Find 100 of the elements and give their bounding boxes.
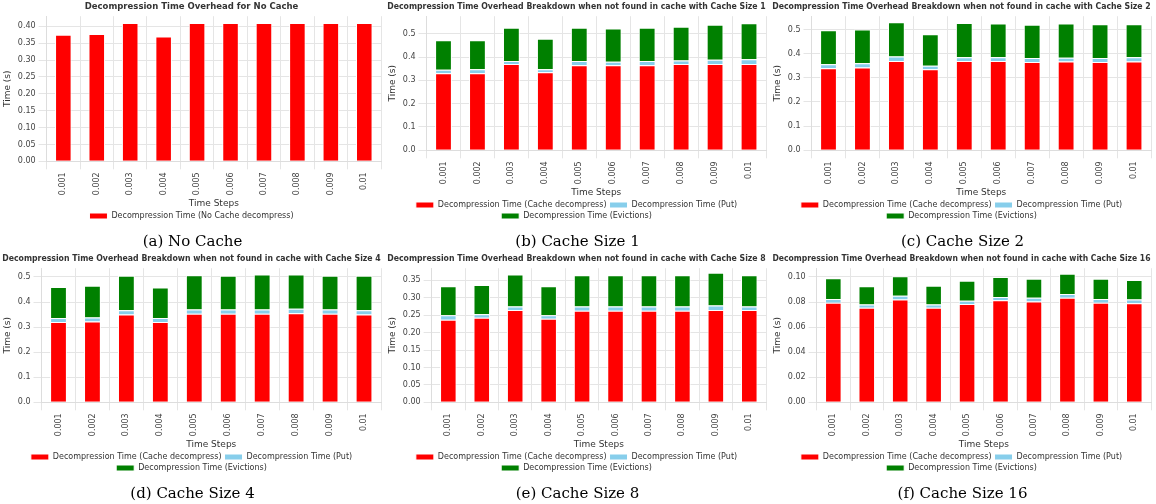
x-tick-label: 0.006: [995, 413, 1005, 437]
x-tick-label: 0.007: [644, 413, 654, 437]
y-tick-label: 0.4: [17, 297, 31, 307]
y-tick-label: 0.2: [402, 98, 416, 108]
legend-label: Decompression Time (Put): [1016, 452, 1123, 462]
x-tick-label: 0.008: [291, 413, 301, 437]
x-tick-label: 0.007: [642, 161, 652, 185]
y-tick-label: 0.5: [402, 28, 416, 38]
x-tick-label: 0.003: [895, 413, 905, 437]
y-tick-label: 0.15: [17, 105, 36, 115]
x-tick-label: 0.003: [506, 161, 516, 185]
x-tick-label: 0.006: [223, 413, 233, 437]
x-tick-label: 0.001: [58, 172, 68, 196]
y-tick-label: 0.2: [787, 97, 801, 107]
y-tick-label: 0.10: [402, 362, 421, 372]
y-tick-label: 0.05: [402, 379, 421, 389]
x-tick-label: 0.005: [192, 172, 202, 196]
x-tick-label: 0.01: [1129, 161, 1139, 180]
y-tick-label: 0.08: [787, 297, 806, 307]
text: (d) Cache Size 4: [129, 483, 256, 504]
x-tick-label: 0.004: [158, 172, 168, 196]
y-tick-label: 0.06: [787, 322, 806, 332]
x-tick-label: 0.002: [476, 413, 486, 437]
x-tick-label: 0.008: [1062, 413, 1072, 437]
x-tick-label: 0.003: [891, 161, 901, 185]
y-tick-label: 0.10: [787, 272, 806, 282]
y-tick-label: 0.25: [17, 72, 36, 82]
legend-label: Decompression Time (Evictions): [138, 463, 267, 473]
chart-title: Decompression Time Overhead Breakdown when not found in cache with Cache Size 16: [772, 252, 1151, 264]
legend-label: Decompression Time (Evictions): [523, 211, 652, 221]
y-tick-label: 0.20: [17, 88, 36, 98]
y-tick-label: 0.3: [402, 75, 416, 85]
y-tick-label: 0.2: [17, 347, 31, 357]
x-tick-label: 0.005: [962, 413, 972, 437]
chart-title: Decompression Time Overhead Breakdown when not found in cache with Cache Size 8: [387, 252, 767, 264]
x-tick-label: 0.002: [861, 413, 871, 437]
x-tick-label: 0.008: [676, 161, 686, 185]
text: (e) Cache Size 8: [514, 483, 641, 504]
y-axis-title: Time (s): [386, 316, 397, 355]
chart-title: Decompression Time Overhead Breakdown when not found in cache with Cache Size 1: [387, 0, 767, 12]
x-tick-label: 0.003: [510, 413, 520, 437]
y-tick-label: 0.0: [787, 145, 801, 155]
chart-title: Decompression Time Overhead Breakdown when not found in cache with Cache Size 2: [772, 0, 1151, 12]
legend-label: Decompression Time (Put): [246, 452, 353, 462]
y-tick-label: 0.0: [17, 397, 31, 407]
x-tick-label: 0.006: [608, 161, 618, 185]
x-tick-label: 0.004: [925, 161, 935, 185]
legend-label: Decompression Time (Cache decompress): [822, 452, 992, 462]
x-axis-title: Time Steps: [185, 438, 237, 449]
legend-label: Decompression Time (Put): [631, 200, 738, 210]
y-tick-label: 0.10: [17, 122, 36, 132]
y-tick-label: 0.35: [17, 38, 36, 48]
legend-label: Decompression Time (Cache decompress): [52, 452, 222, 462]
y-tick-label: 0.3: [17, 322, 31, 332]
x-tick-label: 0.004: [540, 161, 550, 185]
y-tick-label: 0.00: [17, 156, 36, 166]
y-tick-label: 0.3: [787, 72, 801, 82]
x-tick-label: 0.005: [577, 413, 587, 437]
x-tick-label: 0.001: [443, 413, 453, 437]
text: (f) Cache Size 16: [896, 483, 1029, 504]
x-tick-label: 0.003: [125, 172, 135, 196]
legend-label: Decompression Time (Evictions): [523, 463, 652, 473]
x-tick-label: 0.009: [325, 413, 335, 437]
x-axis-title: Time Steps: [957, 438, 1010, 449]
x-tick-label: 0.001: [53, 413, 63, 437]
legend-label: Decompression Time (Cache decompress): [437, 452, 607, 462]
y-tick-label: 0.02: [787, 372, 806, 382]
x-tick-label: 0.004: [928, 413, 938, 437]
text: (b) Cache Size 1: [514, 231, 641, 252]
chart-title: Decompression Time Overhead Breakdown when not found in cache with Cache Size 4: [2, 252, 382, 264]
x-tick-label: 0.003: [121, 413, 131, 437]
y-tick-label: 0.1: [402, 122, 416, 132]
x-tick-label: 0.002: [857, 161, 867, 185]
x-tick-label: 0.006: [993, 161, 1003, 185]
legend-label: Decompression Time (Put): [631, 452, 738, 462]
x-tick-label: 0.005: [574, 161, 584, 185]
y-tick-label: 0.30: [402, 292, 421, 302]
y-axis-title: Time (s): [1, 70, 12, 109]
text: (c) Cache Size 2: [899, 231, 1026, 252]
legend-label: Decompression Time (Put): [1016, 200, 1123, 210]
chart-title: Decompression Time Overhead for No Cache: [84, 1, 299, 12]
x-tick-label: 0.002: [87, 413, 97, 437]
x-tick-label: 0.008: [677, 413, 687, 437]
x-tick-label: 0.007: [259, 172, 269, 196]
y-tick-label: 0.05: [17, 139, 36, 149]
x-tick-label: 0.009: [1095, 413, 1105, 437]
y-tick-label: 0.5: [17, 272, 31, 282]
x-tick-label: 0.009: [1095, 161, 1105, 185]
x-tick-label: 0.008: [1061, 161, 1071, 185]
x-tick-label: 0.007: [1027, 161, 1037, 185]
legend-label: Decompression Time (Evictions): [908, 211, 1037, 221]
x-tick-label: 0.01: [359, 413, 369, 432]
x-tick-label: 0.01: [744, 161, 754, 180]
x-tick-label: 0.01: [359, 172, 369, 191]
x-tick-label: 0.009: [325, 172, 335, 196]
x-tick-label: 0.006: [610, 413, 620, 437]
y-tick-label: 0.1: [17, 372, 31, 382]
y-axis-title: Time (s): [771, 64, 782, 103]
x-tick-label: 0.004: [543, 413, 553, 437]
x-tick-label: 0.001: [823, 161, 833, 185]
